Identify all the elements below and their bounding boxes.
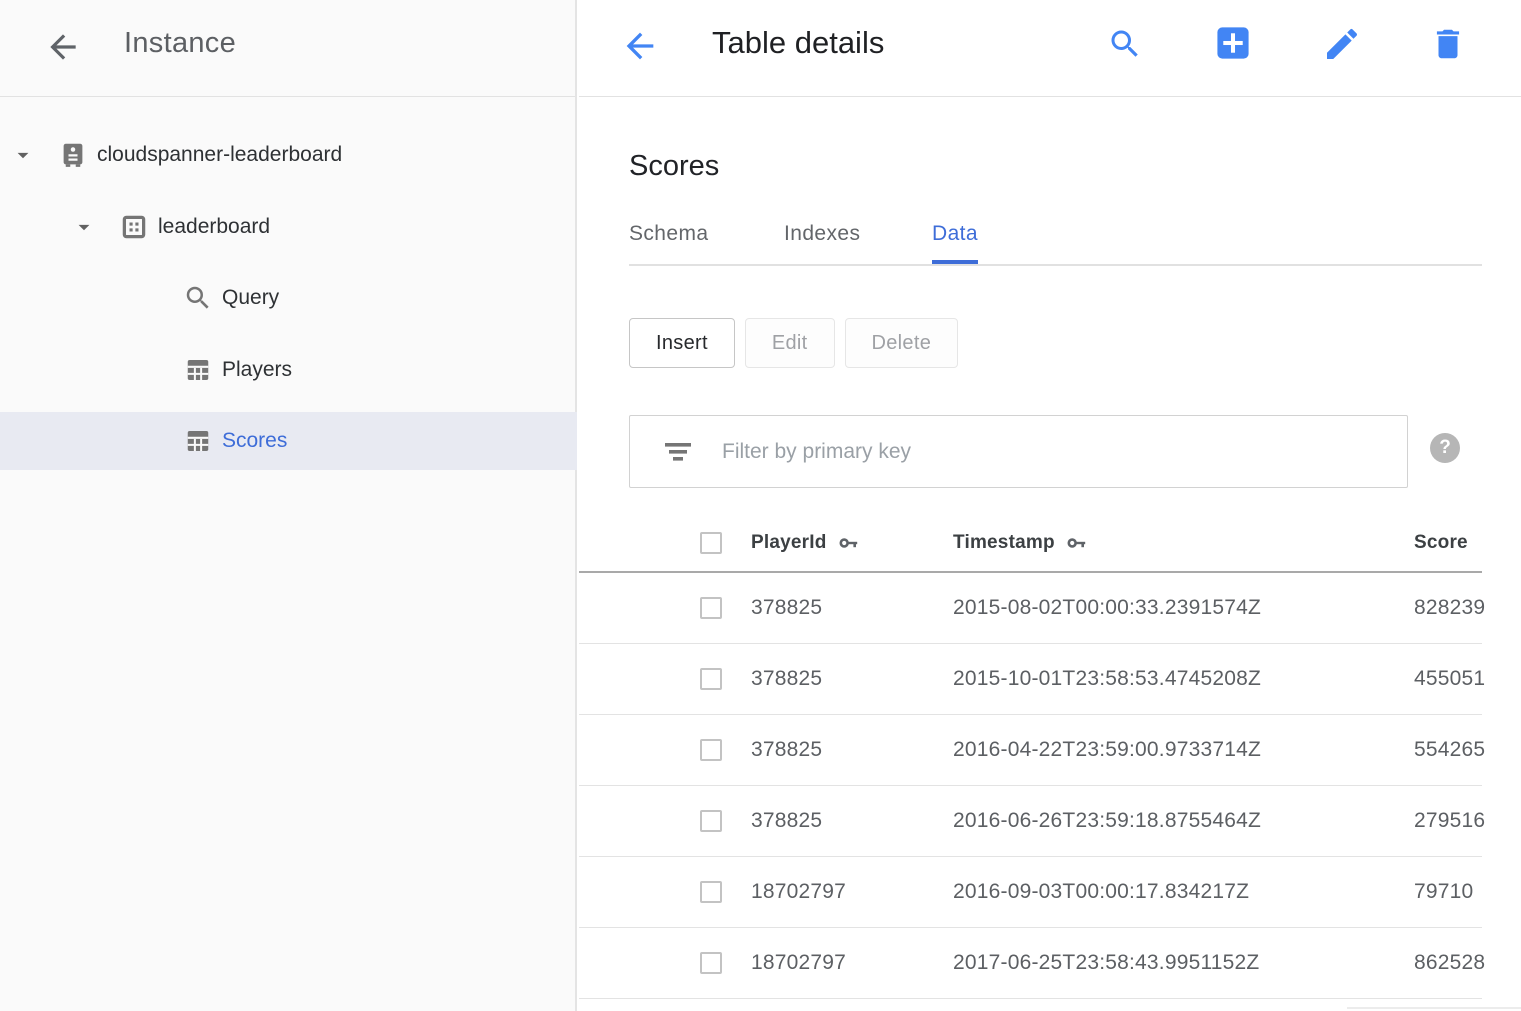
table-row: 378825 2015-10-01T23:58:53.4745208Z 4550…	[579, 644, 1486, 715]
tree-label-players: Players	[222, 358, 293, 381]
table-row: 378825 2015-08-02T00:00:33.2391574Z 8282…	[579, 573, 1486, 644]
help-icon[interactable]: ?	[1430, 433, 1460, 463]
tree-item-database[interactable]: leaderboard	[0, 198, 577, 256]
edit-pencil-icon[interactable]	[1322, 24, 1362, 64]
filter-field[interactable]	[629, 415, 1408, 488]
tree-item-instance[interactable]: cloudspanner-leaderboard	[0, 126, 577, 184]
query-search-icon	[183, 283, 213, 313]
search-icon[interactable]	[1107, 26, 1143, 62]
cell-playerid: 378825	[751, 738, 823, 761]
tree-label-query: Query	[222, 286, 280, 309]
sidebar: Instance cloudspanner-leaderboard	[0, 0, 577, 1011]
cell-score: 862528	[1414, 951, 1486, 974]
tree-item-players[interactable]: Players	[0, 341, 577, 399]
tab-data[interactable]: Data	[932, 222, 978, 264]
cell-score: 79710	[1414, 880, 1474, 903]
column-header-playerid: PlayerId	[751, 531, 861, 555]
row-checkbox[interactable]	[700, 810, 722, 832]
main-header: Table details	[579, 0, 1521, 97]
table-icon	[183, 355, 213, 385]
tree-item-query[interactable]: Query	[0, 269, 577, 327]
edit-button[interactable]: Edit	[744, 318, 835, 368]
delete-trash-icon[interactable]	[1429, 25, 1467, 63]
table-row: 18702797 2017-06-25T23:58:43.9951152Z 86…	[579, 928, 1486, 999]
partial-divider	[1347, 1007, 1521, 1009]
cell-playerid: 378825	[751, 809, 823, 832]
cell-score: 279516	[1414, 809, 1486, 832]
table-row: 18702797 2016-09-03T00:00:17.834217Z 797…	[579, 857, 1482, 928]
column-header-score: Score	[1414, 531, 1468, 553]
filter-icon	[662, 437, 694, 467]
tab-schema[interactable]: Schema	[629, 222, 709, 245]
delete-button[interactable]: Delete	[844, 318, 959, 368]
cell-playerid: 18702797	[751, 880, 847, 903]
sidebar-header: Instance	[0, 0, 575, 97]
back-arrow-icon[interactable]	[44, 28, 82, 66]
filter-input[interactable]	[722, 417, 1392, 486]
tab-indexes[interactable]: Indexes	[784, 222, 861, 245]
data-table: PlayerId Timestamp	[579, 514, 1486, 999]
tree-label-scores: Scores	[222, 429, 288, 452]
table-header-row: PlayerId Timestamp	[579, 514, 1482, 573]
primary-key-icon	[837, 531, 861, 555]
chevron-down-icon[interactable]	[10, 142, 36, 168]
table-name-heading: Scores	[629, 150, 720, 182]
cell-playerid: 378825	[751, 667, 823, 690]
cell-timestamp: 2017-06-25T23:58:43.9951152Z	[953, 951, 1260, 974]
cell-timestamp: 2016-06-26T23:59:18.8755464Z	[953, 809, 1262, 832]
row-checkbox[interactable]	[700, 952, 722, 974]
cell-timestamp: 2016-04-22T23:59:00.9733714Z	[953, 738, 1262, 761]
cell-timestamp: 2016-09-03T00:00:17.834217Z	[953, 880, 1250, 903]
select-all-checkbox[interactable]	[700, 531, 722, 554]
sidebar-title: Instance	[124, 27, 237, 59]
instance-icon	[58, 140, 88, 170]
cell-score: 828239	[1414, 596, 1486, 619]
cell-timestamp: 2015-10-01T23:58:53.4745208Z	[953, 667, 1262, 690]
cell-playerid: 378825	[751, 596, 823, 619]
row-checkbox[interactable]	[700, 668, 722, 690]
back-arrow-icon[interactable]	[620, 26, 660, 66]
page-title: Table details	[712, 25, 885, 60]
row-checkbox[interactable]	[700, 881, 722, 903]
database-icon	[119, 212, 149, 242]
column-header-timestamp: Timestamp	[953, 531, 1089, 555]
tree-label-database: leaderboard	[158, 215, 271, 238]
cell-playerid: 18702797	[751, 951, 847, 974]
cell-score: 554265	[1414, 738, 1486, 761]
action-button-row: Insert Edit Delete	[629, 318, 959, 368]
main-content: Scores Schema Indexes Data Insert Edit D…	[579, 98, 1521, 1011]
row-checkbox[interactable]	[700, 739, 722, 761]
table-icon	[183, 426, 213, 456]
chevron-down-icon[interactable]	[71, 214, 97, 240]
tab-bar: Schema Indexes Data	[629, 214, 1482, 266]
tree-item-scores[interactable]: Scores	[0, 412, 577, 470]
table-row: 378825 2016-04-22T23:59:00.9733714Z 5542…	[579, 715, 1486, 786]
table-body: 378825 2015-08-02T00:00:33.2391574Z 8282…	[579, 573, 1486, 999]
tree-label-instance: cloudspanner-leaderboard	[97, 143, 343, 166]
cell-score: 455051	[1414, 667, 1486, 690]
row-checkbox[interactable]	[700, 597, 722, 619]
cell-timestamp: 2015-08-02T00:00:33.2391574Z	[953, 596, 1262, 619]
add-record-icon[interactable]	[1211, 21, 1255, 65]
table-row: 378825 2016-06-26T23:59:18.8755464Z 2795…	[579, 786, 1486, 857]
insert-button[interactable]: Insert	[629, 318, 735, 368]
primary-key-icon	[1065, 531, 1089, 555]
